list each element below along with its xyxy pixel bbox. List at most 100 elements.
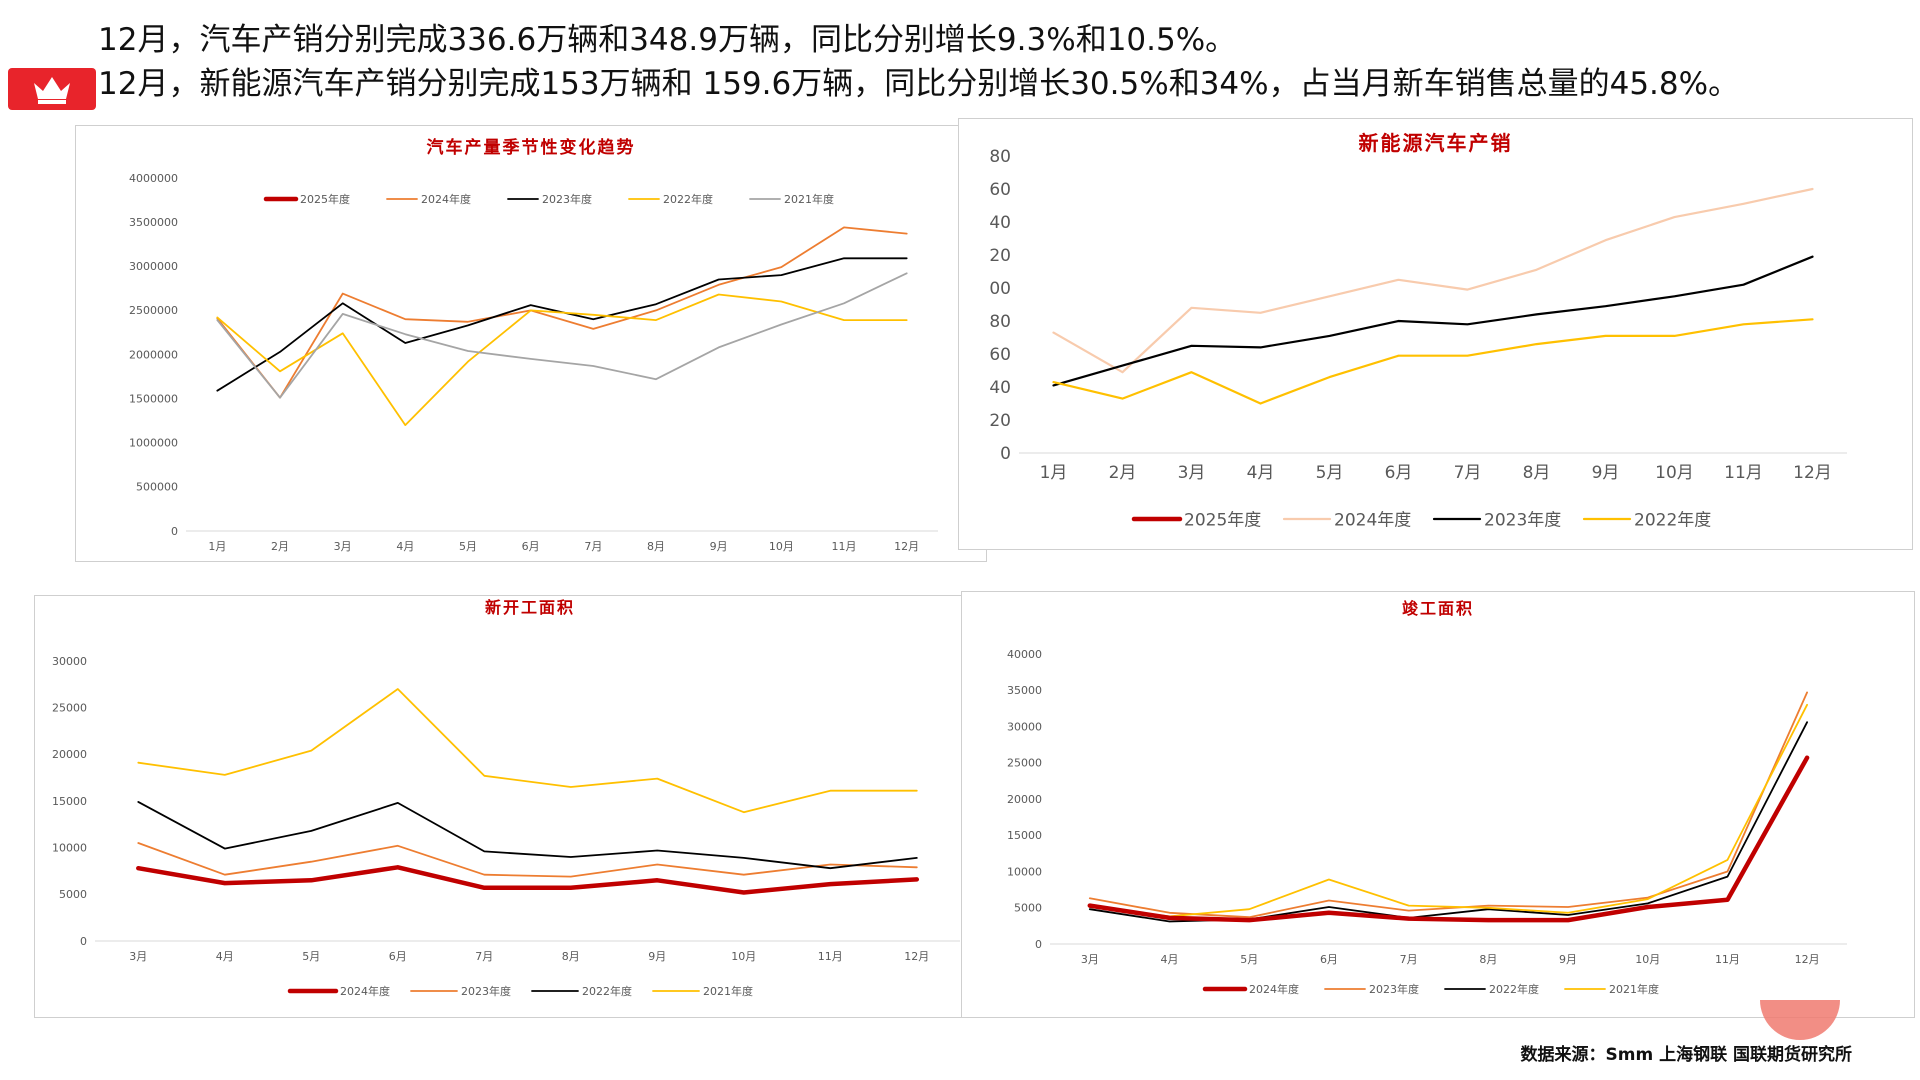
x-tick-label: 12月 — [1795, 953, 1820, 966]
y-tick-label: 1000000 — [129, 437, 178, 450]
x-tick-label: 4月 — [1161, 953, 1179, 966]
chart-title: 汽车产量季节性变化趋势 — [427, 137, 636, 158]
y-tick-label: 25000 — [52, 702, 87, 715]
headline-nev-production-sales: 12月，新能源汽车产销分别完成153万辆和 159.6万辆，同比分别增长30.5… — [98, 66, 1740, 102]
y-tick-label: 20 — [989, 411, 1011, 431]
series-line-2024年度 — [136, 865, 920, 895]
legend-label: 2022年度 — [1489, 982, 1539, 996]
x-tick-label: 10月 — [1635, 953, 1660, 966]
y-tick-label: 20 — [989, 246, 1011, 266]
x-tick-label: 4月 — [1247, 463, 1275, 483]
y-tick-label: 35000 — [1007, 684, 1042, 697]
legend-label: 2024年度 — [421, 192, 471, 206]
legend-label: 2025年度 — [300, 192, 350, 206]
x-tick-label: 3月 — [129, 950, 147, 963]
y-tick-label: 1500000 — [129, 392, 178, 405]
chart-panel-new-construction-area: 新开工面积 0 5000 10000 15000 20000 25000 30000 3月 4月 5… — [34, 595, 1026, 1018]
chart-panel-completed-area: 竣工面积 0 5000 10000 15000 20000 25000 30000 35000 4… — [961, 591, 1915, 1018]
x-tick-label: 5月 — [459, 540, 477, 553]
series-line-2022年度 — [137, 800, 918, 870]
x-tick-label: 1月 — [208, 540, 226, 553]
y-tick-label: 2000000 — [129, 348, 178, 361]
x-tick-label: 7月 — [475, 950, 493, 963]
x-tick-label: 8月 — [1479, 953, 1497, 966]
legend-label: 2022年度 — [582, 984, 632, 998]
x-tick-label: 10月 — [769, 540, 794, 553]
x-tick-label: 8月 — [647, 540, 665, 553]
chart-title: 新能源汽车产销 — [1359, 131, 1513, 155]
data-source-footer: 数据来源：Smm 上海钢联 国联期货研究所 — [1520, 1045, 1852, 1065]
y-tick-label: 2500000 — [129, 304, 178, 317]
x-tick-label: 10月 — [1655, 463, 1694, 483]
x-tick-label: 7月 — [584, 540, 602, 553]
legend-label: 2023年度 — [1484, 510, 1561, 530]
y-tick-label: 0 — [171, 525, 178, 538]
x-tick-label: 6月 — [1320, 953, 1338, 966]
x-tick-label: 1月 — [1040, 463, 1068, 483]
series-line-2021年度 — [137, 688, 918, 814]
x-tick-label: 7月 — [1454, 463, 1482, 483]
y-tick-label: 60 — [989, 180, 1011, 200]
legend-label: 2021年度 — [784, 192, 834, 206]
y-tick-label: 40000 — [1007, 648, 1042, 661]
chart-title: 竣工面积 — [1402, 599, 1474, 618]
series-line-2023年度 — [216, 257, 908, 392]
legend-label: 2025年度 — [1184, 510, 1261, 530]
y-tick-label: 500000 — [136, 481, 178, 494]
x-tick-label: 3月 — [334, 540, 352, 553]
series-line-2023年度 — [1052, 255, 1814, 387]
chart-nev-production-sales: 新能源汽车产销 0 20 40 60 80 00 20 40 60 80 1月 2月 3月 4月 5月 6月 7月… — [989, 131, 1847, 530]
x-tick-label: 11月 — [1724, 463, 1763, 483]
chart-auto-production-seasonal: 汽车产量季节性变化趋势 0 500000 1000000 1500000 2000000 2… — [129, 137, 938, 553]
x-tick-label: 2月 — [271, 540, 289, 553]
x-tick-label: 4月 — [396, 540, 414, 553]
series-line-2022年度 — [1088, 721, 1808, 923]
y-tick-label: 4000000 — [129, 172, 178, 185]
y-tick-label: 15000 — [52, 795, 87, 808]
y-tick-label: 20000 — [1007, 793, 1042, 806]
x-tick-label: 5月 — [1240, 953, 1258, 966]
x-tick-label: 9月 — [648, 950, 666, 963]
y-tick-label: 5000 — [59, 888, 87, 901]
x-tick-label: 2月 — [1109, 463, 1137, 483]
legend-label: 2023年度 — [461, 984, 511, 998]
series-line-2024年度 — [1052, 187, 1814, 374]
chart-completed-area: 竣工面积 0 5000 10000 15000 20000 25000 30000 35000 4… — [1007, 599, 1847, 996]
x-tick-label: 6月 — [389, 950, 407, 963]
legend-label: 2024年度 — [1249, 982, 1299, 996]
y-tick-label: 10000 — [1007, 865, 1042, 878]
legend-label: 2024年度 — [1334, 510, 1411, 530]
y-tick-label: 30000 — [1007, 720, 1042, 733]
y-tick-label: 0 — [80, 935, 87, 948]
x-tick-label: 6月 — [522, 540, 540, 553]
decorative-logo-shape — [1760, 1000, 1840, 1040]
y-tick-label: 40 — [989, 213, 1011, 233]
x-tick-label: 11月 — [818, 950, 843, 963]
chart-new-construction-area: 新开工面积 0 5000 10000 15000 20000 25000 30000 3月 4月 5… — [52, 598, 960, 998]
x-tick-label: 5月 — [1316, 463, 1344, 483]
x-tick-label: 9月 — [710, 540, 728, 553]
legend-label: 2024年度 — [340, 984, 390, 998]
legend-label: 2022年度 — [1634, 510, 1711, 530]
legend-label: 2023年度 — [542, 192, 592, 206]
y-tick-label: 20000 — [52, 748, 87, 761]
x-tick-label: 8月 — [562, 950, 580, 963]
crown-icon — [34, 77, 70, 104]
y-tick-label: 3500000 — [129, 216, 178, 229]
x-tick-label: 5月 — [302, 950, 320, 963]
series-line-2023年度 — [137, 842, 918, 878]
x-tick-label: 11月 — [1715, 953, 1740, 966]
chart-panel-auto-production-seasonal: 汽车产量季节性变化趋势 0 500000 1000000 1500000 2000000 2… — [75, 125, 987, 562]
legend-label: 2021年度 — [703, 984, 753, 998]
x-tick-label: 9月 — [1559, 953, 1577, 966]
x-tick-label: 6月 — [1385, 463, 1413, 483]
y-tick-label: 0 — [1035, 938, 1042, 951]
chart-title: 新开工面积 — [485, 598, 575, 617]
legend-label: 2022年度 — [663, 192, 713, 206]
x-tick-label: 12月 — [904, 950, 929, 963]
x-tick-label: 12月 — [894, 540, 919, 553]
x-tick-label: 4月 — [216, 950, 234, 963]
series-line-2023年度 — [1088, 691, 1808, 919]
x-tick-label: 10月 — [731, 950, 756, 963]
series-line-2021年度 — [1088, 703, 1808, 918]
